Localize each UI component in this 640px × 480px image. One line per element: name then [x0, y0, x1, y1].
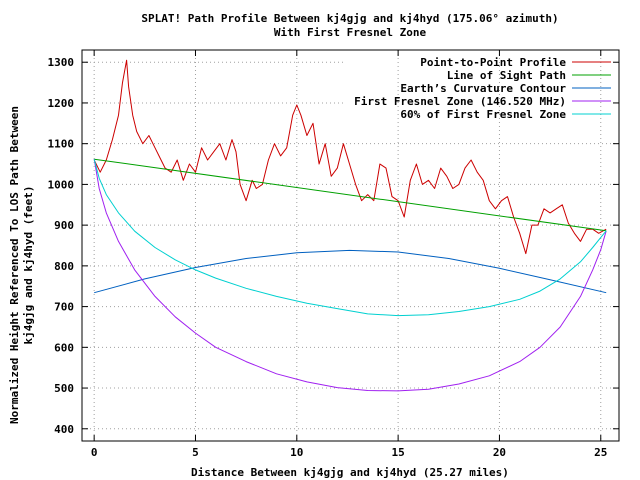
legend-label: Point-to-Point Profile	[420, 56, 566, 69]
y-tick-label: 1300	[48, 56, 75, 69]
x-tick-label: 5	[192, 446, 199, 459]
y-tick-label: 600	[54, 341, 74, 354]
legend-label: Line of Sight Path	[447, 69, 566, 82]
y-tick-label: 1000	[48, 178, 75, 191]
legend-label: Earth’s Curvature Contour	[400, 82, 566, 95]
axis-ticks: 0 5 10 15 20 25 400 500 600 700 800 900 1000 1100 1200…	[48, 50, 619, 459]
y-tick-label: 700	[54, 301, 74, 314]
y-tick-label: 1200	[48, 97, 75, 110]
grid-lines	[82, 50, 619, 441]
y-tick-label: 500	[54, 382, 74, 395]
chart-subtitle: With First Fresnel Zone	[274, 26, 427, 39]
y-axis-label-line2: kj4gjg and kj4hyd (feet)	[22, 186, 35, 345]
plot-frame	[81, 49, 620, 442]
x-tick-label: 10	[290, 446, 303, 459]
y-tick-label: 400	[54, 423, 74, 436]
series-line-3	[93, 159, 607, 392]
x-tick-label: 0	[91, 446, 98, 459]
y-axis-label: Normalized Height Referenced To LOS Path…	[8, 106, 21, 424]
x-tick-label: 15	[391, 446, 404, 459]
y-tick-label: 900	[54, 219, 74, 232]
y-tick-label: 1100	[48, 138, 75, 151]
x-tick-label: 25	[594, 446, 607, 459]
legend-label: 60% of First Fresnel Zone	[400, 108, 566, 121]
legend-label: First Fresnel Zone (146.520 MHz)	[354, 95, 566, 108]
x-tick-label: 20	[493, 446, 506, 459]
x-axis-label: Distance Between kj4gjg and kj4hyd (25.2…	[191, 466, 509, 479]
series-lines	[93, 59, 607, 392]
series-line-2	[94, 249, 607, 294]
y-tick-label: 800	[54, 260, 74, 273]
series-line-0	[93, 59, 607, 255]
series-line-1	[94, 158, 607, 232]
series-line-4	[93, 159, 607, 317]
chart-title: SPLAT! Path Profile Between kj4gjg and k…	[141, 12, 558, 25]
